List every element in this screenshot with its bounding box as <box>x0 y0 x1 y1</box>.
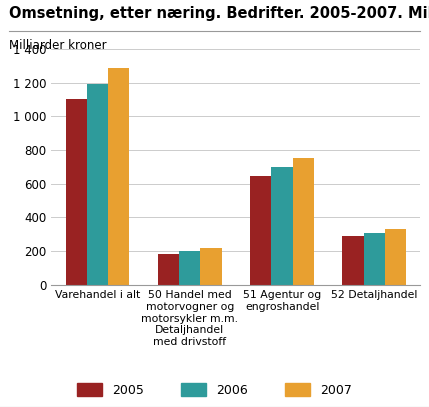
Bar <box>200 248 222 285</box>
Bar <box>158 254 179 285</box>
Bar <box>272 167 293 285</box>
Bar <box>342 236 364 285</box>
Bar <box>364 234 385 285</box>
Text: Milliarder kroner: Milliarder kroner <box>9 39 106 52</box>
Legend: 2005, 2006, 2007: 2005, 2006, 2007 <box>77 383 352 397</box>
Text: Omsetning, etter næring. Bedrifter. 2005-2007. Milliarder kroner: Omsetning, etter næring. Bedrifter. 2005… <box>9 6 429 21</box>
Bar <box>293 158 314 285</box>
Bar <box>385 229 406 285</box>
Bar <box>87 84 108 285</box>
Bar <box>250 176 272 285</box>
Bar <box>108 68 130 285</box>
Bar <box>66 99 87 285</box>
Bar <box>179 251 200 285</box>
